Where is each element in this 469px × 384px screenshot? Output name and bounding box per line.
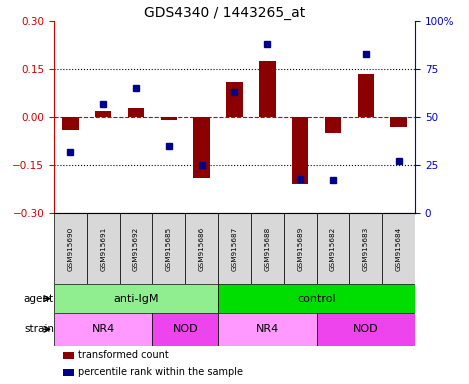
Bar xyxy=(128,108,144,117)
Bar xyxy=(218,213,251,284)
Bar xyxy=(87,213,120,284)
Text: GSM915687: GSM915687 xyxy=(232,227,237,271)
Bar xyxy=(193,117,210,178)
Bar xyxy=(259,61,275,117)
Bar xyxy=(152,313,218,346)
Text: GSM915682: GSM915682 xyxy=(330,227,336,271)
Text: GDS4340 / 1443265_at: GDS4340 / 1443265_at xyxy=(144,7,306,20)
Bar xyxy=(284,213,317,284)
Bar xyxy=(218,284,415,313)
Text: percentile rank within the sample: percentile rank within the sample xyxy=(78,367,243,377)
Text: GSM915691: GSM915691 xyxy=(100,227,106,271)
Bar xyxy=(382,213,415,284)
Bar xyxy=(54,213,87,284)
Text: GSM915683: GSM915683 xyxy=(363,227,369,271)
Bar xyxy=(95,111,111,117)
Text: GSM915684: GSM915684 xyxy=(396,227,401,271)
Text: control: control xyxy=(297,293,336,304)
Bar xyxy=(120,213,152,284)
Bar xyxy=(251,213,284,284)
Bar xyxy=(185,213,218,284)
Bar xyxy=(62,117,78,130)
Bar xyxy=(226,82,242,117)
Text: GSM915690: GSM915690 xyxy=(68,227,73,271)
Text: GSM915692: GSM915692 xyxy=(133,227,139,271)
Text: NOD: NOD xyxy=(353,324,378,334)
Bar xyxy=(54,284,218,313)
Bar xyxy=(292,117,308,184)
Bar xyxy=(325,117,341,133)
Bar xyxy=(317,313,415,346)
Text: GSM915689: GSM915689 xyxy=(297,227,303,271)
Text: GSM915686: GSM915686 xyxy=(199,227,204,271)
Text: NR4: NR4 xyxy=(91,324,115,334)
Text: anti-IgM: anti-IgM xyxy=(113,293,159,304)
Text: strain: strain xyxy=(24,324,54,334)
Bar xyxy=(349,213,382,284)
Text: transformed count: transformed count xyxy=(78,350,169,360)
Text: GSM915685: GSM915685 xyxy=(166,227,172,271)
Bar xyxy=(218,313,317,346)
Bar xyxy=(160,117,177,120)
Text: agent: agent xyxy=(24,293,54,304)
Bar xyxy=(317,213,349,284)
Bar xyxy=(357,74,374,117)
Bar xyxy=(152,213,185,284)
Text: GSM915688: GSM915688 xyxy=(265,227,270,271)
Text: NOD: NOD xyxy=(173,324,198,334)
Bar xyxy=(54,313,152,346)
Bar xyxy=(390,117,407,127)
Text: NR4: NR4 xyxy=(256,324,279,334)
